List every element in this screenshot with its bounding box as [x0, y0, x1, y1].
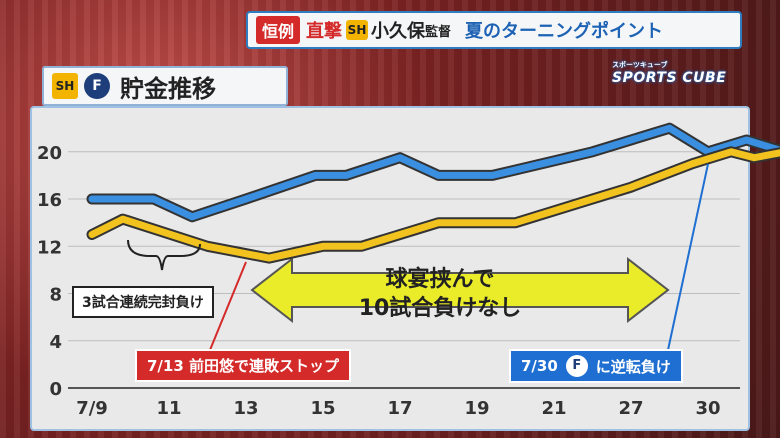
- banner-tag: 恒例: [256, 16, 301, 44]
- banner-topic: 夏のターニングポイント: [465, 21, 664, 42]
- x-tick-label: 19: [464, 398, 489, 419]
- streak-stop-note: 7/13 前田悠で連敗ストップ: [135, 349, 352, 382]
- unbeaten-annotation: 球宴挟んで 10試合負けなし: [290, 265, 590, 323]
- brand-name: SPORTS CUBE: [612, 70, 727, 86]
- hawks-logo-icon: SH: [346, 20, 369, 40]
- program-banner: 恒例 直撃 SH 小久保 監督 夏のターニングポイント: [246, 11, 742, 49]
- banner-lead: 直撃: [306, 21, 343, 42]
- fighters-logo-icon: F: [84, 73, 110, 99]
- x-tick-label: 13: [233, 398, 258, 419]
- chart-title-box: SH F 貯金推移: [42, 66, 288, 106]
- x-tick-label: 30: [695, 398, 720, 419]
- loss-pointer: [667, 163, 709, 351]
- shutout-note: 3試合連続完封負け: [72, 286, 214, 318]
- y-tick-label: 0: [49, 379, 62, 400]
- y-tick-label: 12: [37, 237, 62, 258]
- x-tick-label: 11: [156, 398, 181, 419]
- x-tick-label: 21: [541, 398, 566, 419]
- y-tick-label: 4: [49, 332, 62, 353]
- brand-small: スポーツキューブ: [612, 61, 668, 69]
- x-tick-label: 15: [310, 398, 335, 419]
- series-line: [88, 124, 780, 221]
- fighters-logo-icon: F: [565, 355, 588, 377]
- x-tick-label: 27: [618, 398, 643, 419]
- x-tick-label: 7/9: [76, 398, 108, 419]
- shutout-bracket: [127, 239, 201, 271]
- sports-cube-logo: スポーツキューブ SPORTS CUBE: [612, 60, 726, 86]
- hawks-logo-icon: SH: [52, 73, 78, 99]
- y-tick-label: 8: [49, 285, 62, 306]
- x-tick-label: 17: [387, 398, 412, 419]
- loss-date: 7/30: [521, 357, 558, 375]
- unbeaten-line2: 10試合負けなし: [358, 296, 522, 321]
- comeback-loss-note: 7/30 F に逆転負け: [509, 349, 683, 383]
- series-line: [88, 148, 780, 262]
- chart-title: 貯金推移: [120, 74, 216, 103]
- y-tick-label: 20: [37, 143, 62, 164]
- y-tick-label: 16: [37, 190, 62, 211]
- banner-role: 監督: [425, 24, 452, 40]
- unbeaten-arrow: [250, 256, 670, 324]
- loss-text: に逆転負け: [595, 357, 671, 376]
- unbeaten-line1: 球宴挟んで: [385, 267, 495, 292]
- banner-name: 小久保: [371, 21, 426, 42]
- stop-pointer: [209, 261, 247, 351]
